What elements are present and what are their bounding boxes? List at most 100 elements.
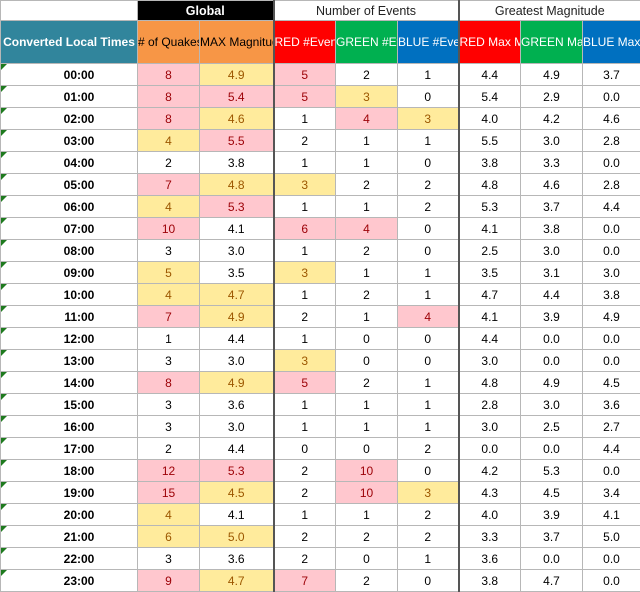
blue-events-cell[interactable]: 0 (398, 328, 459, 350)
max-magnitude-cell[interactable]: 3.5 (200, 262, 274, 284)
blue-events-cell[interactable]: 1 (398, 130, 459, 152)
max-magnitude-cell[interactable]: 3.6 (200, 548, 274, 570)
max-magnitude-cell[interactable]: 5.5 (200, 130, 274, 152)
time-cell[interactable]: 11:00 (1, 306, 138, 328)
green-max-mag-cell[interactable]: 4.2 (521, 108, 583, 130)
header-converted-local-times[interactable]: Converted Local Times (1, 21, 138, 64)
red-events-cell[interactable]: 2 (274, 130, 336, 152)
red-events-cell[interactable]: 1 (274, 394, 336, 416)
quakes-cell[interactable]: 8 (138, 86, 200, 108)
green-events-cell[interactable]: 0 (336, 438, 398, 460)
green-max-mag-cell[interactable]: 2.9 (521, 86, 583, 108)
blue-events-cell[interactable]: 0 (398, 460, 459, 482)
time-cell[interactable]: 02:00 (1, 108, 138, 130)
red-events-cell[interactable]: 3 (274, 350, 336, 372)
max-magnitude-cell[interactable]: 5.0 (200, 526, 274, 548)
blue-events-cell[interactable]: 0 (398, 86, 459, 108)
max-magnitude-cell[interactable]: 4.5 (200, 482, 274, 504)
blue-events-cell[interactable]: 0 (398, 218, 459, 240)
blue-max-mag-cell[interactable]: 0.0 (583, 240, 640, 262)
green-events-cell[interactable]: 1 (336, 306, 398, 328)
green-max-mag-cell[interactable]: 3.7 (521, 526, 583, 548)
blue-max-mag-cell[interactable]: 3.8 (583, 284, 640, 306)
time-cell[interactable]: 04:00 (1, 152, 138, 174)
blue-events-cell[interactable]: 1 (398, 262, 459, 284)
time-cell[interactable]: 23:00 (1, 570, 138, 592)
max-magnitude-cell[interactable]: 5.3 (200, 196, 274, 218)
green-max-mag-cell[interactable]: 4.6 (521, 174, 583, 196)
red-max-mag-cell[interactable]: 4.0 (459, 504, 521, 526)
blue-events-cell[interactable]: 3 (398, 108, 459, 130)
green-max-mag-cell[interactable]: 0.0 (521, 548, 583, 570)
quakes-cell[interactable]: 15 (138, 482, 200, 504)
blue-events-cell[interactable]: 2 (398, 174, 459, 196)
green-events-cell[interactable]: 2 (336, 174, 398, 196)
green-events-cell[interactable]: 1 (336, 130, 398, 152)
max-magnitude-cell[interactable]: 3.0 (200, 350, 274, 372)
time-cell[interactable]: 16:00 (1, 416, 138, 438)
green-max-mag-cell[interactable]: 3.0 (521, 130, 583, 152)
green-max-mag-cell[interactable]: 4.7 (521, 570, 583, 592)
blue-max-mag-cell[interactable]: 0.0 (583, 548, 640, 570)
red-max-mag-cell[interactable]: 3.3 (459, 526, 521, 548)
red-max-mag-cell[interactable]: 5.4 (459, 86, 521, 108)
red-events-cell[interactable]: 5 (274, 372, 336, 394)
green-events-cell[interactable]: 1 (336, 394, 398, 416)
green-max-mag-cell[interactable]: 3.0 (521, 394, 583, 416)
time-cell[interactable]: 20:00 (1, 504, 138, 526)
green-events-cell[interactable]: 2 (336, 372, 398, 394)
green-events-cell[interactable]: 1 (336, 196, 398, 218)
green-max-mag-cell[interactable]: 4.5 (521, 482, 583, 504)
blue-events-cell[interactable]: 0 (398, 350, 459, 372)
green-events-cell[interactable]: 2 (336, 526, 398, 548)
green-max-mag-cell[interactable]: 0.0 (521, 328, 583, 350)
red-events-cell[interactable]: 2 (274, 460, 336, 482)
blue-events-cell[interactable]: 1 (398, 284, 459, 306)
quakes-cell[interactable]: 3 (138, 240, 200, 262)
quakes-cell[interactable]: 5 (138, 262, 200, 284)
red-max-mag-cell[interactable]: 0.0 (459, 438, 521, 460)
red-events-cell[interactable]: 1 (274, 328, 336, 350)
red-events-cell[interactable]: 1 (274, 416, 336, 438)
red-max-mag-cell[interactable]: 4.3 (459, 482, 521, 504)
quakes-cell[interactable]: 4 (138, 504, 200, 526)
green-max-mag-cell[interactable]: 2.5 (521, 416, 583, 438)
header-blue-max-mag[interactable]: BLUE Max Mag (583, 21, 640, 64)
green-events-cell[interactable]: 0 (336, 350, 398, 372)
max-magnitude-cell[interactable]: 4.7 (200, 570, 274, 592)
quakes-cell[interactable]: 8 (138, 372, 200, 394)
green-events-cell[interactable]: 1 (336, 152, 398, 174)
red-events-cell[interactable]: 2 (274, 482, 336, 504)
time-cell[interactable]: 05:00 (1, 174, 138, 196)
green-max-mag-cell[interactable]: 3.7 (521, 196, 583, 218)
blue-events-cell[interactable]: 0 (398, 152, 459, 174)
quakes-cell[interactable]: 8 (138, 64, 200, 86)
max-magnitude-cell[interactable]: 3.8 (200, 152, 274, 174)
blue-max-mag-cell[interactable]: 0.0 (583, 152, 640, 174)
red-events-cell[interactable]: 7 (274, 570, 336, 592)
red-events-cell[interactable]: 1 (274, 240, 336, 262)
blue-events-cell[interactable]: 2 (398, 526, 459, 548)
quakes-cell[interactable]: 8 (138, 108, 200, 130)
red-max-mag-cell[interactable]: 4.2 (459, 460, 521, 482)
blue-events-cell[interactable]: 1 (398, 372, 459, 394)
blue-max-mag-cell[interactable]: 4.4 (583, 438, 640, 460)
red-max-mag-cell[interactable]: 2.8 (459, 394, 521, 416)
quakes-cell[interactable]: 3 (138, 394, 200, 416)
header-red-max-mag[interactable]: RED Max Mag (459, 21, 521, 64)
red-events-cell[interactable]: 1 (274, 108, 336, 130)
time-cell[interactable]: 17:00 (1, 438, 138, 460)
blue-max-mag-cell[interactable]: 2.7 (583, 416, 640, 438)
max-magnitude-cell[interactable]: 3.6 (200, 394, 274, 416)
blue-events-cell[interactable]: 2 (398, 504, 459, 526)
red-max-mag-cell[interactable]: 5.3 (459, 196, 521, 218)
quakes-cell[interactable]: 2 (138, 438, 200, 460)
red-events-cell[interactable]: 3 (274, 174, 336, 196)
green-events-cell[interactable]: 10 (336, 482, 398, 504)
time-cell[interactable]: 19:00 (1, 482, 138, 504)
max-magnitude-cell[interactable]: 4.6 (200, 108, 274, 130)
time-cell[interactable]: 18:00 (1, 460, 138, 482)
time-cell[interactable]: 00:00 (1, 64, 138, 86)
time-cell[interactable]: 03:00 (1, 130, 138, 152)
red-events-cell[interactable]: 2 (274, 526, 336, 548)
